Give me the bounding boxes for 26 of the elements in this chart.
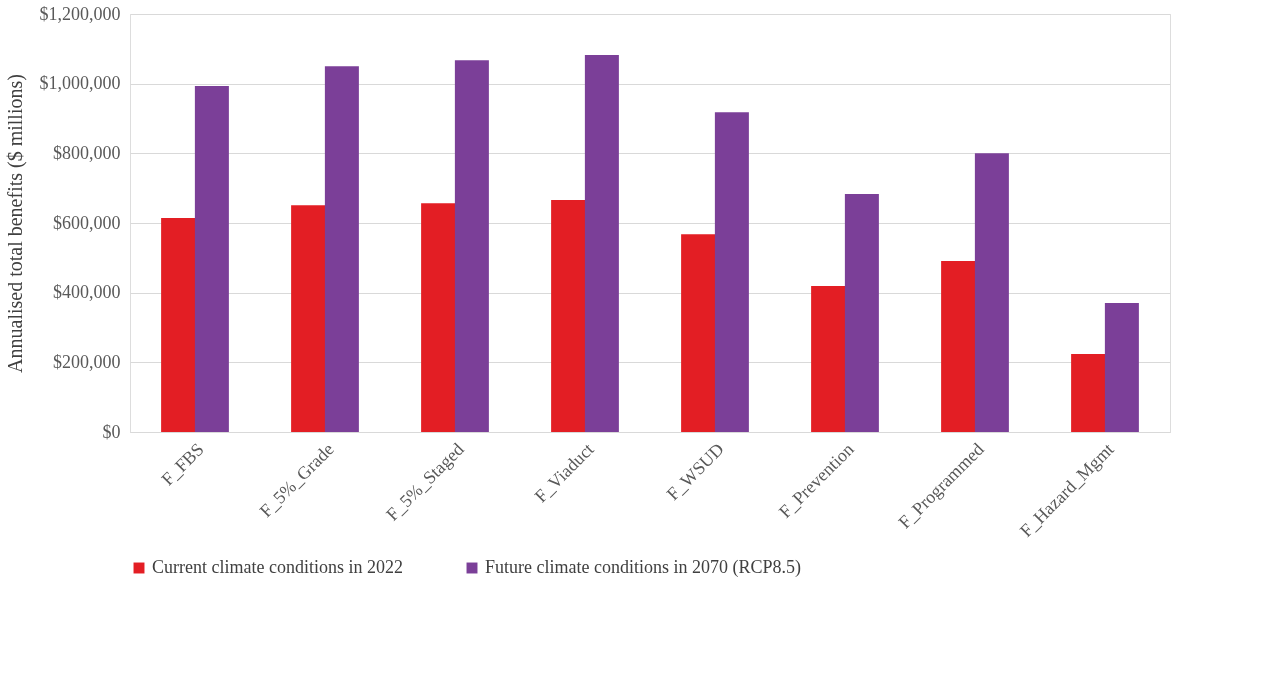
y-axis-title: Annualised total benefits ($ millions) [3, 74, 27, 373]
y-tick-label: $600,000 [53, 212, 121, 233]
legend-label: Future climate conditions in 2070 (RCP8.5) [485, 557, 801, 578]
bar [714, 112, 749, 432]
y-tick-label: $1,000,000 [39, 73, 121, 94]
bar [681, 234, 716, 432]
bar [1071, 353, 1106, 432]
bar [454, 60, 489, 432]
bar [421, 203, 456, 432]
bar [161, 218, 196, 432]
bar [324, 66, 359, 432]
bar [844, 194, 879, 432]
bar [291, 205, 326, 432]
bar [811, 286, 846, 432]
bar [974, 153, 1009, 432]
y-tick-label: $0 [102, 421, 121, 442]
bar [1104, 303, 1139, 432]
bar [194, 86, 229, 432]
y-tick-label: $400,000 [53, 282, 121, 303]
y-tick-label: $200,000 [53, 351, 121, 372]
legend-label: Current climate conditions in 2022 [152, 557, 403, 577]
y-tick-label: $1,200,000 [39, 3, 121, 24]
y-tick-label: $800,000 [53, 142, 121, 163]
bar [551, 200, 586, 432]
bar [584, 55, 619, 432]
bar [941, 260, 976, 432]
